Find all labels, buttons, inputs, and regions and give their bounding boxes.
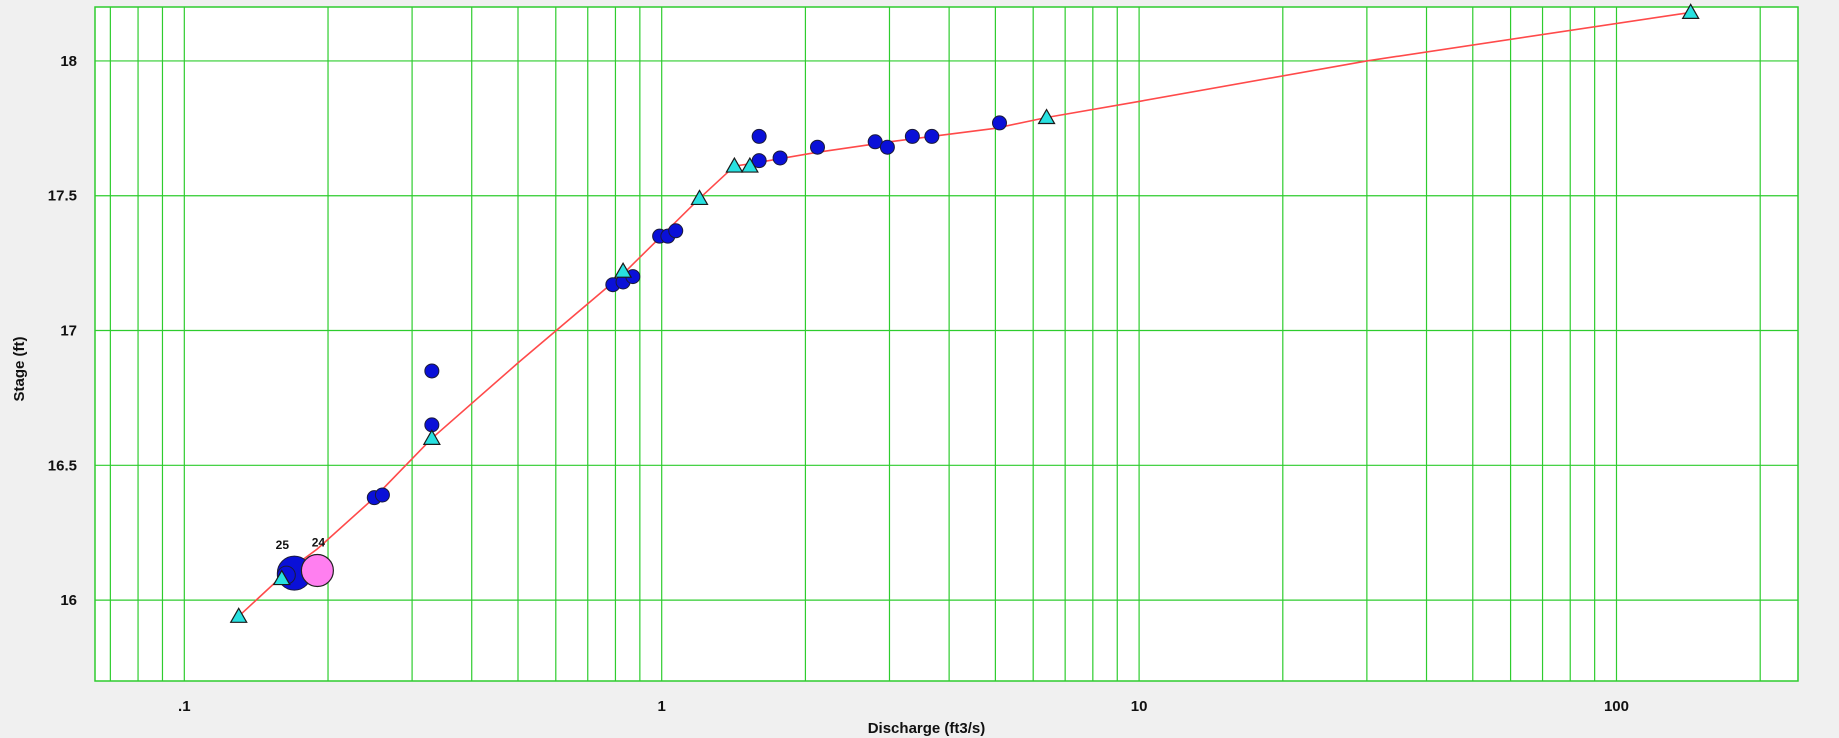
plot-area: [95, 7, 1798, 681]
measurement-point[interactable]: [751, 153, 767, 169]
highlighted-measurement-24[interactable]: [300, 553, 334, 588]
y-tick-label: 18: [60, 53, 77, 70]
measurement-point[interactable]: [991, 115, 1007, 131]
measurement-point[interactable]: [424, 363, 440, 379]
measurement-point[interactable]: [924, 128, 940, 144]
measurement-point[interactable]: [867, 134, 883, 150]
rating-point-triangle[interactable]: [422, 429, 441, 445]
measurement-point[interactable]: [374, 487, 390, 503]
x-axis-title: Discharge (ft3/s): [868, 720, 986, 737]
rating-point-triangle[interactable]: [1037, 108, 1056, 125]
x-tick-label: 10: [1131, 698, 1148, 715]
measurement-point[interactable]: [809, 139, 825, 155]
x-tick-label: .1: [178, 698, 191, 715]
measurement-point[interactable]: [668, 223, 684, 239]
rating-point-triangle[interactable]: [229, 607, 248, 623]
y-tick-label: 16.5: [48, 457, 77, 474]
point-label-25: 25: [276, 538, 290, 552]
plot-border: [94, 6, 1799, 682]
rating-point-triangle[interactable]: [725, 156, 744, 173]
measurement-point[interactable]: [879, 139, 895, 155]
rating-point-triangle[interactable]: [740, 156, 759, 173]
rating-point-triangle[interactable]: [690, 189, 709, 206]
y-axis-title: Stage (ft): [11, 337, 28, 402]
point-label-24: 24: [312, 535, 326, 549]
rating-point-triangle[interactable]: [1681, 3, 1700, 19]
measurement-point[interactable]: [904, 128, 920, 144]
x-tick-label: 100: [1604, 698, 1629, 715]
y-tick-label: 17.5: [48, 188, 77, 205]
x-tick-label: 1: [658, 698, 666, 715]
rating-point-triangle[interactable]: [272, 569, 291, 586]
measurement-point[interactable]: [772, 150, 788, 166]
y-tick-label: 16: [60, 592, 77, 609]
y-tick-label: 17: [60, 323, 77, 340]
rating-point-triangle[interactable]: [614, 261, 633, 278]
measurement-point[interactable]: [751, 128, 767, 144]
